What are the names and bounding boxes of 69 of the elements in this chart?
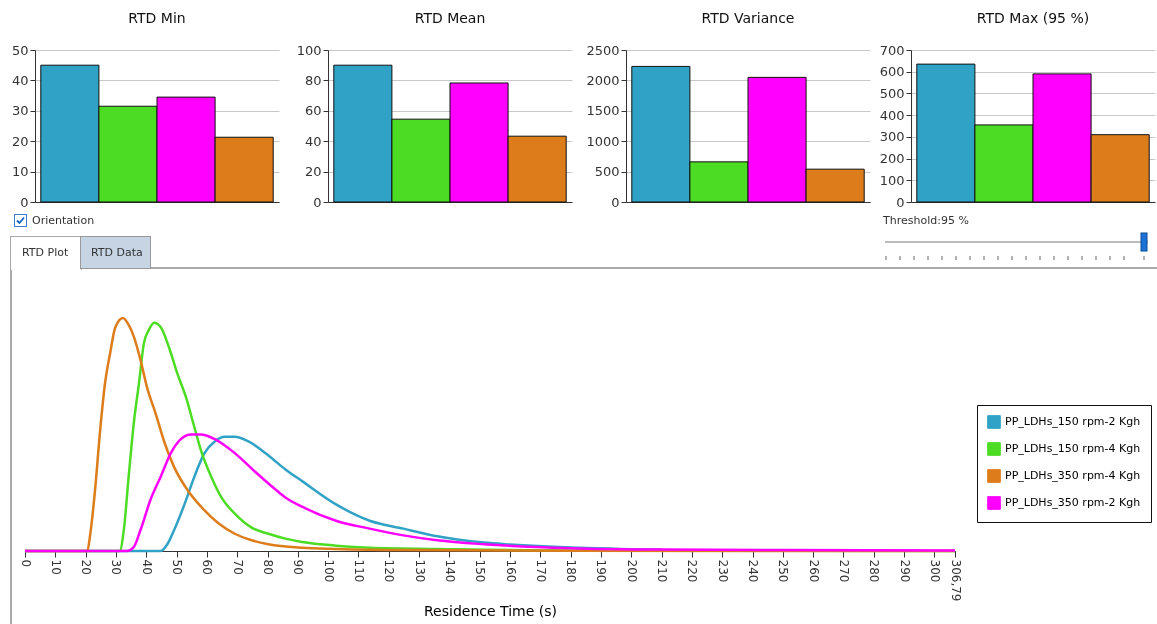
x-tick-label: 180 [564, 559, 579, 583]
x-tick-label: 210 [655, 559, 670, 583]
y-tick-label: 20 [304, 164, 322, 180]
y-tick-label: 60 [304, 103, 322, 119]
x-tick-label: 80 [261, 559, 276, 575]
y-tick-label: 600 [879, 64, 905, 80]
x-tick-label: 40 [139, 559, 154, 575]
x-tick-label: 20 [79, 559, 94, 575]
y-tick-label: 1500 [586, 103, 620, 119]
x-tick-label: 110 [351, 559, 366, 583]
x-tick-label: 170 [533, 559, 548, 583]
x-tick-label: 240 [746, 559, 761, 583]
y-tick-label: 100 [296, 42, 322, 58]
x-tick-label: 150 [473, 559, 488, 583]
y-tick-label: 200 [879, 151, 905, 167]
text: Orientation [32, 214, 95, 227]
legend-label: PP_LDHs_350 rpm-4 Kgh [1005, 469, 1141, 482]
x-tick-label: 300 [927, 559, 942, 583]
y-tick-label: 0 [313, 194, 322, 210]
y-tick-label: 40 [11, 72, 29, 88]
legend-label: PP_LDHs_150 rpm-2 Kgh [1005, 415, 1141, 428]
x-tick-label: 250 [776, 559, 791, 583]
x-tick-label: 280 [867, 559, 882, 583]
x-tick-label: 90 [291, 559, 306, 575]
y-tick-label: 300 [879, 129, 905, 145]
chart-title: RTD Min [128, 10, 186, 26]
y-tick-label: 20 [11, 133, 29, 149]
y-tick-label: 400 [879, 107, 905, 123]
text: Threshold:95 % [883, 214, 969, 227]
x-tick-label: 120 [382, 559, 397, 583]
x-tick-label: 270 [836, 559, 851, 583]
y-tick-label: 50 [11, 42, 29, 58]
text: RTD Plot [22, 246, 69, 259]
x-tick-label: 160 [503, 559, 518, 583]
y-tick-label: 10 [11, 164, 29, 180]
x-tick-label: 306,79 [948, 559, 963, 602]
y-tick-label: 2500 [586, 42, 620, 58]
y-tick-label: 80 [304, 72, 322, 88]
x-tick-label: 200 [624, 559, 639, 583]
chart-title: RTD Variance [701, 10, 795, 26]
y-tick-label: 1000 [586, 133, 620, 149]
x-tick-label: 290 [897, 559, 912, 583]
y-tick-label: 30 [11, 103, 29, 119]
x-tick-label: 60 [200, 559, 215, 575]
x-tick-label: 220 [685, 559, 700, 583]
y-tick-label: 100 [879, 172, 905, 188]
y-tick-label: 500 [879, 85, 905, 101]
x-tick-label: 10 [48, 559, 63, 575]
x-axis-title: Residence Time (s) [424, 603, 557, 620]
x-tick-label: 130 [412, 559, 427, 583]
x-tick-label: 70 [230, 559, 245, 575]
x-tick-label: 50 [170, 559, 185, 575]
y-tick-label: 2000 [586, 72, 620, 88]
x-tick-label: 260 [806, 559, 821, 583]
legend-label: PP_LDHs_350 rpm-2 Kgh [1005, 496, 1141, 509]
y-tick-label: 0 [896, 194, 905, 210]
y-tick-label: 0 [20, 194, 29, 210]
y-tick-label: 500 [594, 164, 620, 180]
x-tick-label: 140 [442, 559, 457, 583]
text: RTD Data [91, 246, 143, 259]
chart-title: RTD Max (95 %) [976, 10, 1090, 26]
x-tick-label: 30 [109, 559, 124, 575]
y-tick-label: 700 [879, 42, 905, 58]
y-tick-label: 0 [611, 194, 620, 210]
x-tick-label: 230 [715, 559, 730, 583]
chart-title: RTD Mean [414, 10, 486, 26]
legend-label: PP_LDHs_150 rpm-4 Kgh [1005, 442, 1141, 455]
x-tick-label: 190 [594, 559, 609, 583]
y-tick-label: 40 [304, 133, 322, 149]
